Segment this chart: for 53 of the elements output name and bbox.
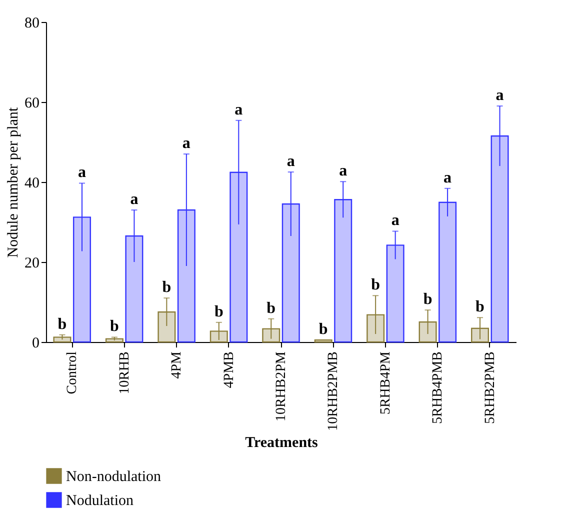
bar [125,235,144,343]
bar [471,328,490,343]
annotation: a [444,169,452,186]
annotation: a [339,162,348,180]
x-tick-label: 10RHB2PM [274,350,289,422]
annotation: a [496,87,504,104]
x-tick-label: Control [65,351,80,394]
bar [386,244,404,343]
x-tick-label: 10RHB2PMB [326,352,342,431]
annotation: b [476,298,485,316]
x-tick-label: 5RHB2PMB [482,352,498,424]
annotation: a [391,212,400,230]
bar [314,339,332,343]
bar [282,203,300,343]
bar [230,172,248,343]
legend-label: Non-nodulation [66,469,162,485]
bar [262,328,280,343]
annotation: a [130,191,138,208]
y-tick-label: 80 [24,16,40,32]
bar [366,314,385,343]
y-tick-label: 40 [24,176,40,192]
bar [158,311,176,343]
bar [177,209,196,343]
bar [490,135,509,343]
y-tick-label: 60 [24,96,40,112]
annotation: b [318,321,328,338]
annotation: b [162,279,172,296]
legend-label: Nodulation [66,493,134,509]
bar [105,338,124,343]
bar [72,216,91,343]
x-tick-label: 4PM [170,350,185,379]
x-tick-label: 10RHB [117,352,132,394]
y-axis-title: Nodule number per plant [6,106,22,258]
annotation: b [423,291,432,308]
bar [438,202,457,343]
y-tick-label: 0 [32,336,40,352]
bar [334,199,352,343]
annotation: b [214,303,224,320]
annotation: a [234,101,243,118]
x-axis-title: Treatments [245,434,318,451]
annotation: a [286,153,295,170]
annotation: b [58,316,67,333]
annotation: b [266,300,276,317]
bar [210,330,228,343]
y-tick-label: 20 [24,256,40,272]
annotation: a [182,135,190,152]
annotation: b [371,276,380,294]
x-tick-label: 5RHB4PMB [430,352,446,424]
annotation: a [78,164,86,182]
bar [418,321,437,343]
x-tick-label: 5RHB4PM [378,350,394,415]
x-tick-label: 4PMB [222,352,237,388]
annotation: b [110,318,119,336]
